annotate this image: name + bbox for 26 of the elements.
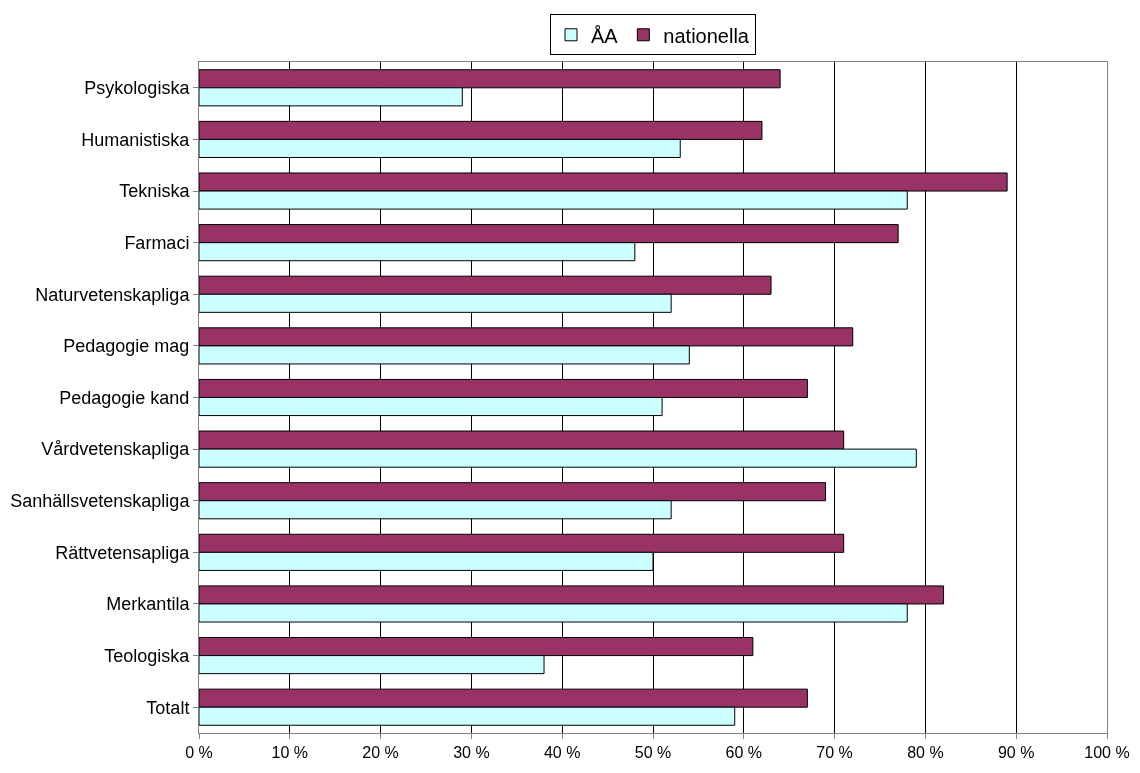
x-tick-label: 60 % — [725, 744, 763, 762]
x-tick-label: 20 % — [362, 744, 399, 762]
y-tick-label: Farmaci — [124, 232, 190, 253]
y-tick-label: Rättvetensapliga — [55, 542, 191, 563]
y-tick-label: Totalt — [146, 697, 190, 718]
x-tick-label: 0 % — [185, 744, 213, 762]
x-tick-label: 80 % — [907, 744, 944, 762]
y-tick-label: Humanistiska — [81, 129, 191, 150]
legend-label: nationella — [663, 24, 750, 47]
y-tick-label: Vårdvetenskapliga — [41, 439, 191, 460]
y-tick-label: Psykologiska — [84, 78, 191, 99]
y-tick-label: Sanhällsvetenskapliga — [10, 491, 191, 512]
y-tick-label: Naturvetenskapliga — [35, 284, 191, 305]
x-tick-label: 100 % — [1084, 744, 1130, 762]
y-tick-label: Tekniska — [119, 181, 191, 202]
x-tick-label: 70 % — [816, 744, 853, 762]
x-tick-label: 30 % — [453, 744, 490, 762]
x-tick-label: 50 % — [634, 744, 672, 762]
x-tick-label: 90 % — [997, 744, 1035, 762]
y-tick-label: Pedagogie mag — [63, 336, 190, 357]
x-tick-label: 10 % — [271, 744, 309, 762]
y-tick-label: Pedagogie kand — [59, 387, 190, 408]
y-tick-label: Merkantila — [106, 594, 191, 615]
legend-label: ÅA — [591, 24, 619, 47]
x-tick-label: 40 % — [543, 744, 581, 762]
y-tick-label: Teologiska — [104, 645, 191, 666]
